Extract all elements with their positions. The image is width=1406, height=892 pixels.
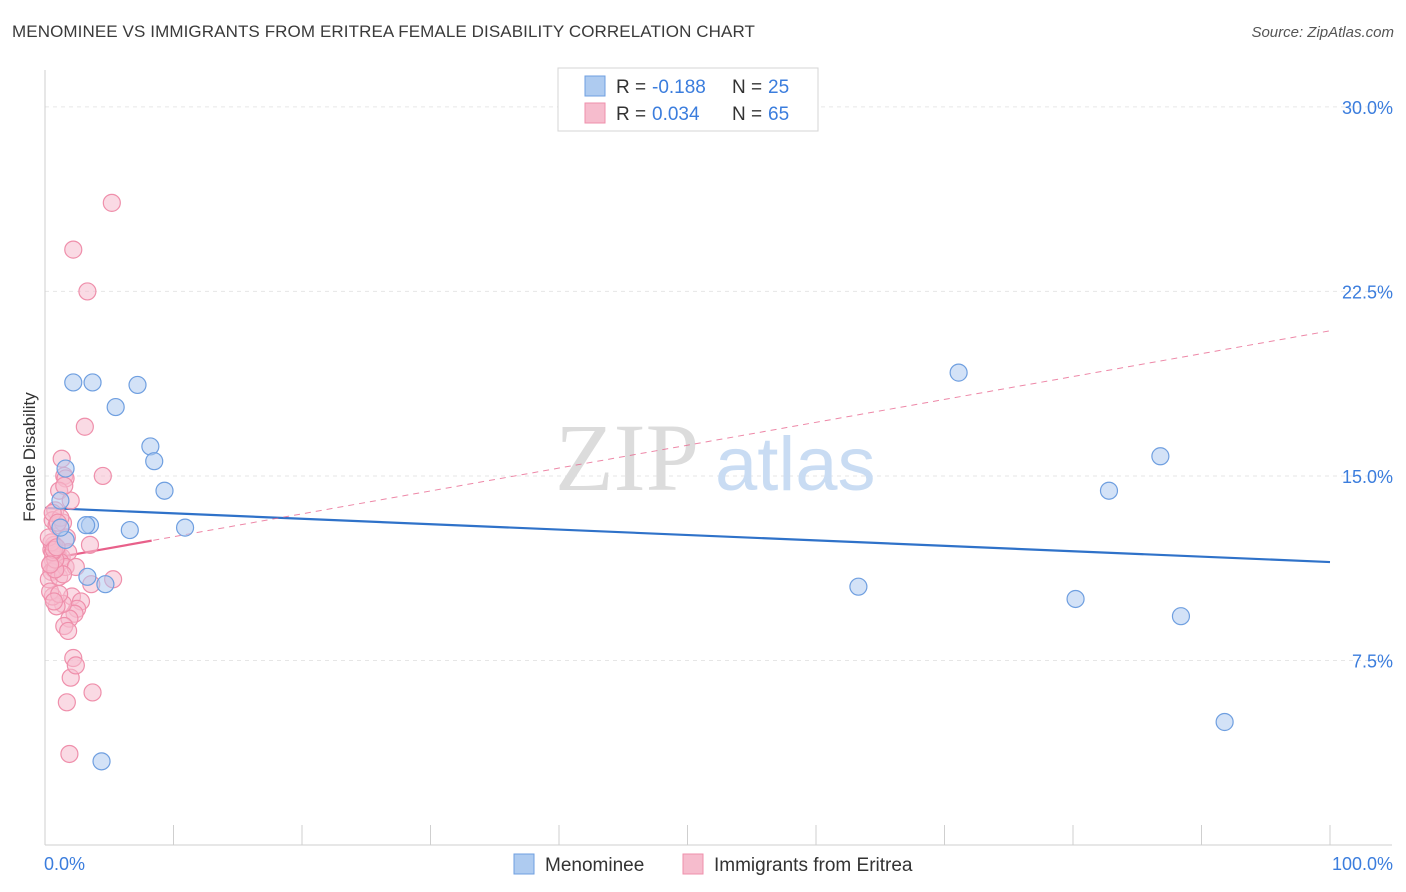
eritrea-point-63 <box>44 592 64 611</box>
legend-r-value-1: -0.188 <box>652 77 706 98</box>
eritrea-point-62 <box>59 621 78 641</box>
legend-swatch-menominee <box>584 75 606 97</box>
y-tick-label-3: 30.0% <box>1342 98 1393 118</box>
eritrea-point-2 <box>78 282 97 301</box>
legend-n-label-2: N = <box>732 104 762 125</box>
menominee-point-8 <box>51 491 70 510</box>
axes <box>44 70 1392 846</box>
menominee-point-16 <box>92 752 111 771</box>
menominee-point-18 <box>1151 447 1170 466</box>
eritrea-point-48 <box>57 693 76 712</box>
menominee-point-7 <box>56 459 75 478</box>
menominee-point-23 <box>1215 712 1234 732</box>
watermark: ZIP atlas <box>555 404 876 511</box>
watermark-zip: ZIP <box>555 404 699 511</box>
menominee-point-14 <box>78 567 97 586</box>
tick-labels: 7.5% 15.0% 22.5% 30.0% 0.0% 100.0% <box>44 98 1393 874</box>
menominee-point-20 <box>1066 589 1085 609</box>
bottom-legend-eritrea: Immigrants from Eritrea <box>714 855 913 876</box>
x-tick-label-0: 0.0% <box>44 854 85 874</box>
menominee-point-0 <box>64 373 83 392</box>
menominee-point-21 <box>1171 607 1191 626</box>
menominee-point-12 <box>120 520 139 540</box>
menominee-point-15 <box>96 575 115 594</box>
bottom-legend: Menominee Immigrants from Eritrea <box>513 853 913 876</box>
menominee-point-17 <box>949 363 968 382</box>
bottom-legend-swatch-menominee <box>513 853 535 875</box>
legend-r-value-2: 0.034 <box>652 104 700 125</box>
source-label: Source: ZipAtlas.com <box>1251 24 1394 41</box>
menominee-point-24 <box>51 518 70 537</box>
menominee-point-4 <box>145 452 164 471</box>
bottom-legend-menominee: Menominee <box>545 855 644 876</box>
eritrea-point-47 <box>83 683 102 702</box>
y-tick-label-0: 7.5% <box>1352 651 1393 671</box>
data-points <box>39 193 1234 771</box>
y-tick-label-1: 15.0% <box>1342 467 1393 487</box>
menominee-point-22 <box>849 577 868 596</box>
legend-n-label-1: N = <box>732 77 762 98</box>
menominee-point-19 <box>1099 481 1119 500</box>
bottom-legend-swatch-eritrea <box>682 853 704 875</box>
menominee-point-13 <box>175 518 195 537</box>
eritrea-point-61 <box>66 656 85 675</box>
menominee-point-2 <box>83 373 102 392</box>
eritrea-point-31 <box>93 466 112 486</box>
eritrea-point-0 <box>102 193 121 212</box>
eritrea-point-41 <box>80 535 100 554</box>
x-tick-label-1: 100.0% <box>1332 854 1393 874</box>
top-legend: R = -0.188 N = 25 R = 0.034 N = 65 <box>557 67 819 132</box>
legend-n-value-2: 65 <box>768 104 789 125</box>
eritrea-point-3 <box>75 417 94 436</box>
eritrea-point-49 <box>60 744 79 764</box>
watermark-atlas: atlas <box>715 422 876 507</box>
legend-swatch-eritrea <box>584 102 606 124</box>
y-axis-label: Female Disability <box>20 392 39 522</box>
legend-r-label-1: R = <box>616 77 646 98</box>
menominee-point-1 <box>128 375 147 395</box>
menominee-point-11 <box>77 516 96 535</box>
legend-n-value-1: 25 <box>768 77 789 98</box>
chart-title: MENOMINEE VS IMMIGRANTS FROM ERITREA FEM… <box>12 22 756 41</box>
eritrea-point-1 <box>64 240 83 259</box>
trend-line-menominee <box>44 506 1331 564</box>
menominee-point-6 <box>106 397 125 417</box>
eritrea-point-58 <box>41 555 60 574</box>
trend-line-eritrea-dashed <box>44 330 1331 561</box>
menominee-point-5 <box>155 481 174 500</box>
legend-r-label-2: R = <box>616 104 646 125</box>
gridlines <box>45 106 1392 661</box>
y-tick-label-2: 22.5% <box>1342 282 1393 302</box>
